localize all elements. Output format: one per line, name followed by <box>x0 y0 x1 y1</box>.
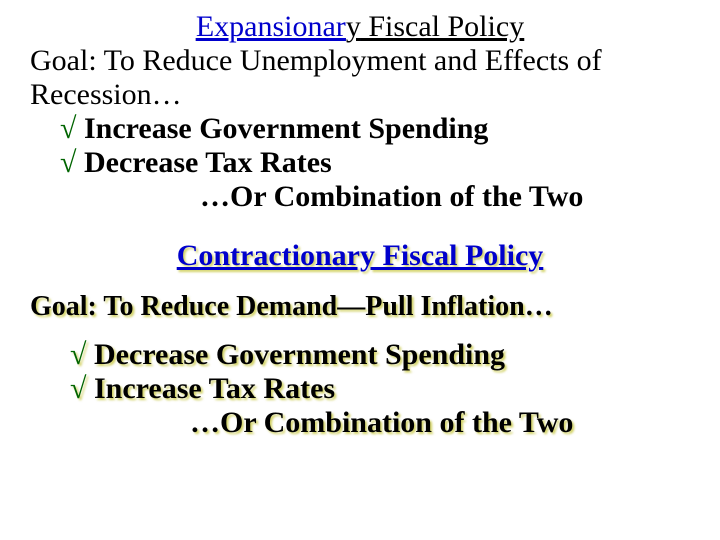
combination-text-1: …Or Combination of the Two <box>200 180 690 214</box>
title-rest: Fiscal Policy <box>361 10 524 43</box>
bullet-decrease-taxes: √ Decrease Tax Rates <box>60 146 690 180</box>
goal-expansionary: Goal: To Reduce Unemployment and Effects… <box>30 44 690 112</box>
combination-text-2: …Or Combination of the Two <box>190 406 690 440</box>
check-icon: √ <box>60 112 76 145</box>
bullet-text: Increase Government Spending <box>76 112 488 145</box>
bullet-text: Decrease Government Spending <box>86 338 505 371</box>
bullet-block-2: √ Decrease Government Spending √ Increas… <box>70 338 690 440</box>
bullet-text: Decrease Tax Rates <box>76 146 331 179</box>
title-contractionary: Contractionary Fiscal Policy <box>30 239 690 273</box>
title-word-expansionary: Expansionary <box>196 10 361 43</box>
check-icon: √ <box>70 372 86 405</box>
goal-contractionary: Goal: To Reduce Demand—Pull Inflation… <box>30 291 690 323</box>
check-icon: √ <box>70 338 86 371</box>
title-expansionary: Expansionary Fiscal Policy <box>30 10 690 44</box>
bullet-text: Increase Tax Rates <box>86 372 335 405</box>
section-contractionary: Contractionary Fiscal Policy Goal: To Re… <box>30 239 690 440</box>
bullet-block-1: √ Increase Government Spending √ Decreas… <box>60 112 690 214</box>
section-expansionary: Expansionary Fiscal Policy Goal: To Redu… <box>30 10 690 214</box>
bullet-decrease-spending: √ Decrease Government Spending <box>70 338 690 372</box>
check-icon: √ <box>60 146 76 179</box>
bullet-increase-taxes: √ Increase Tax Rates <box>70 372 690 406</box>
bullet-increase-spending: √ Increase Government Spending <box>60 112 690 146</box>
